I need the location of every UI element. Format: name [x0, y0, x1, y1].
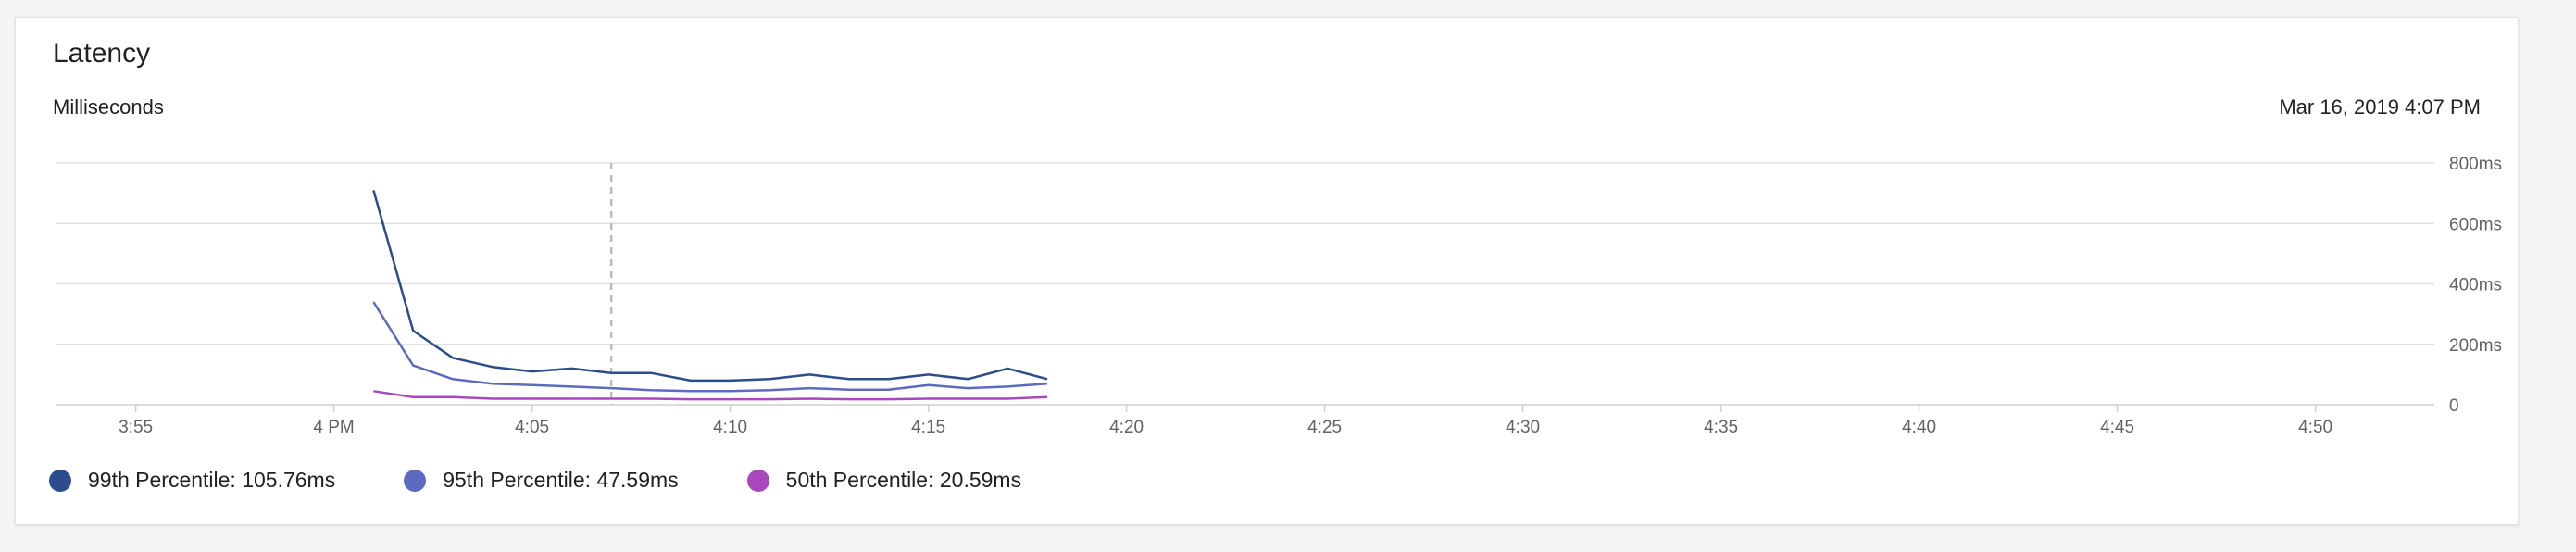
series-line-p50[interactable] — [373, 390, 1048, 401]
legend-label-p99: 99th Percentile: 105.76ms — [88, 468, 336, 492]
latency-card: Latency Milliseconds Mar 16, 2019 4:07 P… — [15, 17, 2519, 525]
p95-legend-dot — [404, 469, 427, 492]
x-tick-label: 4:30 — [1506, 418, 1540, 437]
series-line-p99[interactable] — [372, 190, 1048, 383]
p99-legend-dot — [49, 469, 71, 492]
x-tick-label: 4:25 — [1307, 418, 1342, 437]
card-title: Latency — [53, 38, 151, 69]
p50-legend-dot — [746, 469, 769, 492]
y-tick-label: 200ms — [2449, 336, 2502, 356]
y-axis-ticks: 0 200ms 400ms 600ms 800ms — [2449, 155, 2502, 416]
legend-item-p99[interactable]: 99th Percentile: 105.76ms — [49, 468, 335, 493]
y-tick-label: 600ms — [2449, 215, 2502, 234]
x-tick-label: 4:05 — [515, 418, 549, 437]
chart-legend: 99th Percentile: 105.76ms 95th Percentil… — [49, 468, 1021, 493]
x-tick-label: 4:45 — [2100, 418, 2134, 437]
y-tick-label: 400ms — [2449, 276, 2502, 295]
legend-item-p95[interactable]: 95th Percentile: 47.59ms — [404, 468, 679, 493]
x-tick-label: 4:35 — [1704, 418, 1738, 437]
y-tick-label: 800ms — [2449, 155, 2502, 174]
card-subtitle: Milliseconds — [53, 95, 164, 119]
grid-lines — [56, 162, 2434, 406]
x-tick-label: 4:10 — [713, 418, 747, 437]
series-lines — [372, 190, 1048, 401]
x-tick-label: 4 PM — [313, 418, 354, 437]
x-tick-label: 3:55 — [119, 418, 153, 437]
legend-item-p50[interactable]: 50th Percentile: 20.59ms — [746, 468, 1022, 493]
y-tick-label: 0 — [2449, 396, 2459, 416]
x-tick-label: 4:40 — [1902, 418, 1936, 437]
latency-chart[interactable]: 0 200ms 400ms 600ms 800ms 3:55 4 PM 4:05 4:10 4:… — [16, 18, 2520, 444]
legend-label-p95: 95th Percentile: 47.59ms — [443, 468, 679, 492]
legend-label-p50: 50th Percentile: 20.59ms — [785, 468, 1022, 492]
x-axis-ticks: 3:55 4 PM 4:05 4:10 4:15 4:20 4:25 4:30 4:35 4:40… — [119, 405, 2332, 437]
x-tick-label: 4:50 — [2298, 418, 2332, 437]
series-line-p95[interactable] — [372, 301, 1048, 393]
x-tick-label: 4:20 — [1109, 418, 1144, 437]
hover-timestamp: Mar 16, 2019 4:07 PM — [2279, 95, 2481, 119]
x-tick-label: 4:15 — [911, 418, 945, 437]
